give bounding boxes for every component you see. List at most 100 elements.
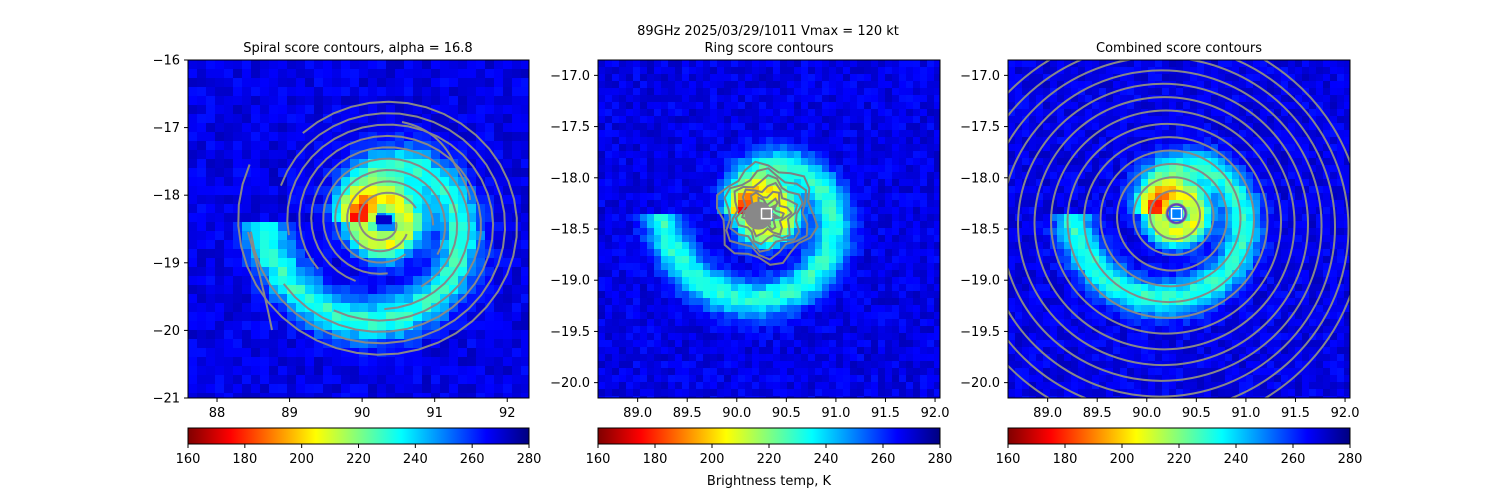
y-tick-label: −21: [153, 392, 180, 407]
spiral-contour: [237, 100, 518, 356]
score-contours: [237, 100, 518, 356]
y-tick-label: −20.0: [960, 376, 1000, 391]
y-tick-label: −19.0: [550, 274, 590, 289]
y-tick-label: −16: [153, 54, 180, 69]
x-tick-label: 88: [209, 406, 226, 421]
colorbar-gradient: [187, 427, 530, 445]
y-tick-label: −19: [153, 256, 180, 271]
colorbar: 160 180 200 220 240 260 280: [176, 427, 541, 467]
spiral-contour: [282, 123, 495, 333]
colorbar-tick-label: 180: [643, 452, 668, 467]
colorbar-tick-label: 260: [871, 452, 896, 467]
y-tick-label: −18: [153, 189, 180, 204]
y-tick-label: −17.5: [960, 120, 1000, 135]
colorbar-tick-label: 160: [586, 452, 611, 467]
y-tick-label: −18.0: [550, 171, 590, 186]
colorbar-tick-label: 180: [1053, 452, 1078, 467]
x-tick-label: 90.0: [1132, 406, 1161, 421]
panel-title: Spiral score contours, alpha = 16.8: [243, 41, 472, 56]
x-tick-label: 91: [426, 406, 443, 421]
x-tick-label: 89.5: [1083, 406, 1112, 421]
figure-suptitle: 89GHz 2025/03/29/1011 Vmax = 120 kt: [637, 24, 899, 39]
colorbar-tick-label: 160: [176, 452, 201, 467]
y-tick-label: −19.0: [960, 274, 1000, 289]
x-tick-label: 89.5: [673, 406, 702, 421]
center-marker: [760, 207, 773, 220]
colorbar-tick-label: 180: [232, 452, 257, 467]
colorbar-gradient: [597, 427, 941, 445]
y-tick-label: −17.0: [960, 69, 1000, 84]
score-contours: [1008, 60, 1350, 398]
colorbar: 160 180 200 220 240 260 280: [586, 427, 953, 467]
x-tick-label: 89.0: [623, 406, 652, 421]
spiral-contour: [346, 180, 435, 253]
combined-contour: [1008, 60, 1350, 398]
y-tick-label: −18.5: [960, 223, 1000, 238]
x-tick-label: 90.0: [722, 406, 751, 421]
combined-contour: [1083, 136, 1256, 304]
spiral-contour: [401, 121, 471, 201]
y-tick-label: −18.5: [550, 223, 590, 238]
colorbar-tick-label: 220: [757, 452, 782, 467]
spiral-contour: [334, 168, 447, 264]
y-tick-label: −17.0: [550, 69, 590, 84]
colorbar-tick-label: 260: [1281, 452, 1306, 467]
axes-frame: [187, 59, 530, 399]
colorbar-tick-label: 260: [460, 452, 485, 467]
colorbar-tick-label: 240: [1224, 452, 1249, 467]
x-tick-label: 91.0: [1231, 406, 1260, 421]
y-tick-label: −20.0: [550, 376, 590, 391]
colorbar-tick-label: 200: [700, 452, 725, 467]
panel-title: Combined score contours: [1096, 41, 1262, 56]
spiral-contour: [298, 134, 482, 322]
x-tick-label: 90.5: [1182, 406, 1211, 421]
spiral-contour: [357, 191, 417, 242]
ring-contour: [723, 167, 809, 261]
panel-2: Ring score contours 89.0 89.5 90.0 90.5 91.0 9…: [550, 41, 952, 467]
colorbar-tick-label: 200: [1110, 452, 1135, 467]
brightness-heatmap: [598, 60, 940, 398]
panel-3: Combined score contours 89.0 89.5 90.0 90.5 9…: [960, 41, 1362, 467]
combined-contour: [1066, 122, 1269, 319]
y-tick-label: −17: [153, 121, 180, 136]
inner-contour: [1166, 203, 1187, 224]
ring-contour: [734, 181, 799, 246]
panel-1: Spiral score contours, alpha = 16.8 88 89 9…: [153, 41, 542, 467]
colorbar-gradient: [1007, 427, 1351, 445]
x-tick-label: 90: [354, 406, 371, 421]
colorbar-tick-label: 160: [996, 452, 1021, 467]
y-tick-label: −20: [153, 324, 180, 339]
x-tick-label: 92.0: [921, 406, 950, 421]
colorbar-tick-label: 200: [289, 452, 314, 467]
combined-contour: [1017, 82, 1310, 367]
combined-contour: [1149, 189, 1202, 241]
colorbar-tick-label: 240: [403, 452, 428, 467]
spiral-contour: [310, 146, 471, 311]
combined-contour: [1008, 60, 1336, 398]
y-tick-label: −18.0: [960, 171, 1000, 186]
combined-contour: [1008, 69, 1323, 382]
colorbar-tick-label: 280: [928, 452, 953, 467]
colorbar-tick-label: 220: [1167, 452, 1192, 467]
x-tick-label: 89: [281, 406, 298, 421]
combined-contour: [1099, 149, 1242, 288]
ring-contour: [729, 174, 804, 253]
colorbar-label: Brightness temp, K: [707, 474, 832, 489]
x-tick-label: 91.5: [871, 406, 900, 421]
ring-contour-filled: [744, 201, 773, 230]
spiral-contour: [249, 112, 507, 345]
colorbar-tick-label: 240: [814, 452, 839, 467]
combined-contour: [1033, 96, 1296, 351]
colorbar: 160 180 200 220 240 260 280: [996, 427, 1362, 467]
x-tick-label: 92.0: [1331, 406, 1360, 421]
y-tick-label: −17.5: [550, 120, 590, 135]
spiral-contour: [247, 231, 273, 331]
center-marker: [375, 215, 392, 225]
colorbar-tick-label: 220: [346, 452, 371, 467]
combined-contour: [1116, 162, 1229, 272]
x-tick-label: 92: [499, 406, 516, 421]
center-marker: [1170, 207, 1183, 220]
ring-contour: [740, 190, 793, 238]
combined-contour: [1050, 109, 1283, 335]
